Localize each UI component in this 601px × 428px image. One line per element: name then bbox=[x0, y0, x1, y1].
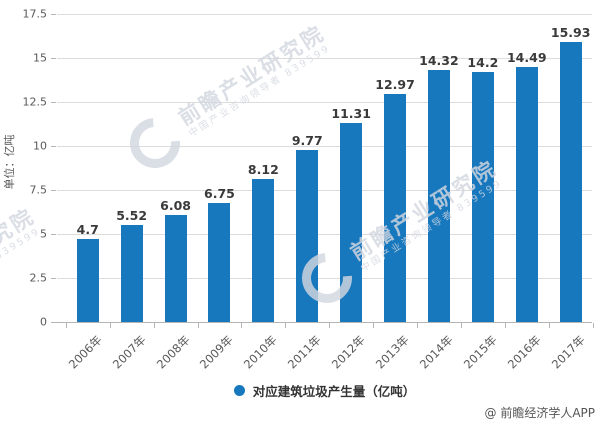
watermark: 前瞻产业研究院 中国产业咨询领导者 839599 bbox=[291, 150, 512, 314]
x-axis-tick bbox=[417, 323, 418, 328]
gridline bbox=[57, 278, 592, 279]
x-axis-line bbox=[52, 322, 592, 323]
bar-value-label: 14.2 bbox=[467, 55, 499, 71]
watermark: 前瞻产业研究院 中国产业咨询领导者 839599 bbox=[119, 15, 340, 179]
y-axis-tick-label: 12.5 bbox=[22, 95, 48, 109]
x-axis-tick bbox=[197, 323, 199, 328]
gridline bbox=[57, 146, 592, 147]
bar-2010年 bbox=[252, 179, 275, 322]
watermark-brand: 前瞻产业研究院 bbox=[174, 21, 330, 131]
watermark-logo-icon bbox=[291, 242, 363, 314]
gridline bbox=[57, 102, 592, 103]
bar-value-label: 12.97 bbox=[375, 76, 415, 92]
bar-2014年 bbox=[427, 69, 450, 322]
y-axis-tick bbox=[51, 14, 56, 15]
bar-value-label: 8.12 bbox=[247, 162, 279, 178]
x-axis-tick bbox=[460, 323, 462, 328]
bar-value-label: 4.7 bbox=[76, 222, 99, 238]
bar-2012年 bbox=[340, 122, 363, 322]
y-axis-tick bbox=[51, 102, 56, 103]
watermark-tagline: 中国产业咨询领导者 839599 bbox=[358, 177, 505, 275]
bar-2009年 bbox=[208, 203, 231, 322]
bar-value-label: 14.32 bbox=[419, 52, 459, 68]
x-axis-tick bbox=[65, 323, 67, 328]
x-axis-tick bbox=[241, 323, 243, 328]
watermark-tagline: 中国产业咨询领导者 839599 bbox=[186, 42, 333, 140]
bar-value-label: 6.75 bbox=[204, 186, 235, 202]
y-axis-tick bbox=[51, 234, 56, 235]
bar-2015年 bbox=[471, 72, 494, 322]
gridline bbox=[57, 190, 592, 191]
bar-value-label: 15.93 bbox=[550, 24, 591, 40]
legend-label: 对应建筑垃圾产生量（亿吨） bbox=[252, 383, 416, 399]
y-axis-tick bbox=[51, 58, 56, 59]
x-axis-tick bbox=[153, 323, 155, 328]
y-axis-tick-label: 15 bbox=[33, 51, 47, 65]
bar-2017年 bbox=[559, 41, 582, 322]
gridline bbox=[57, 58, 592, 59]
gridline bbox=[57, 234, 592, 235]
bar-2006年 bbox=[76, 239, 99, 322]
x-axis-tick bbox=[592, 323, 594, 328]
y-axis-tick-label: 2.5 bbox=[29, 271, 48, 285]
watermark-logo-icon bbox=[119, 107, 191, 179]
legend-marker-icon bbox=[233, 384, 245, 396]
source-credit: @ 前瞻经济学人APP bbox=[484, 406, 596, 420]
x-axis-tick bbox=[504, 323, 506, 328]
x-axis-tick bbox=[285, 323, 287, 328]
x-axis-tick bbox=[548, 323, 550, 328]
bar-2016年 bbox=[515, 66, 538, 322]
bar-value-label: 5.52 bbox=[116, 207, 148, 223]
y-axis-tick bbox=[51, 146, 56, 147]
y-axis-tick-label: 5 bbox=[40, 227, 47, 241]
bar-value-label: 14.49 bbox=[506, 49, 547, 65]
y-axis-title: 单位：亿吨 bbox=[3, 134, 16, 190]
bar-2011年 bbox=[296, 150, 319, 322]
y-axis-tick bbox=[51, 278, 56, 279]
bar-value-label: 6.08 bbox=[160, 197, 191, 213]
y-axis-tick-label: 17.5 bbox=[22, 7, 48, 21]
bar-2008年 bbox=[164, 214, 187, 322]
bar-value-label: 9.77 bbox=[291, 133, 323, 149]
bar-2007年 bbox=[120, 224, 143, 322]
gridline bbox=[57, 14, 592, 15]
watermark: 前瞻产业研究院 中国产业咨询领导者 839599 bbox=[0, 198, 50, 361]
y-axis-tick bbox=[51, 322, 56, 323]
bar-2013年 bbox=[384, 93, 407, 322]
watermark-brand: 前瞻产业研究院 bbox=[346, 156, 502, 266]
y-axis-tick-label: 7.5 bbox=[29, 183, 48, 197]
x-axis-tick bbox=[329, 323, 331, 328]
watermark-brand: 前瞻产业研究院 bbox=[0, 204, 40, 314]
bar-value-label: 11.31 bbox=[331, 105, 371, 121]
watermark-tagline: 中国产业咨询领导者 839599 bbox=[0, 225, 43, 322]
y-axis-tick-label: 10 bbox=[33, 139, 47, 153]
y-axis-tick bbox=[51, 190, 56, 191]
legend: 对应建筑垃圾产生量（亿吨） bbox=[57, 382, 592, 399]
x-axis-tick bbox=[109, 323, 111, 328]
y-axis-tick-label: 0 bbox=[40, 315, 47, 329]
x-axis-tick bbox=[373, 323, 375, 328]
